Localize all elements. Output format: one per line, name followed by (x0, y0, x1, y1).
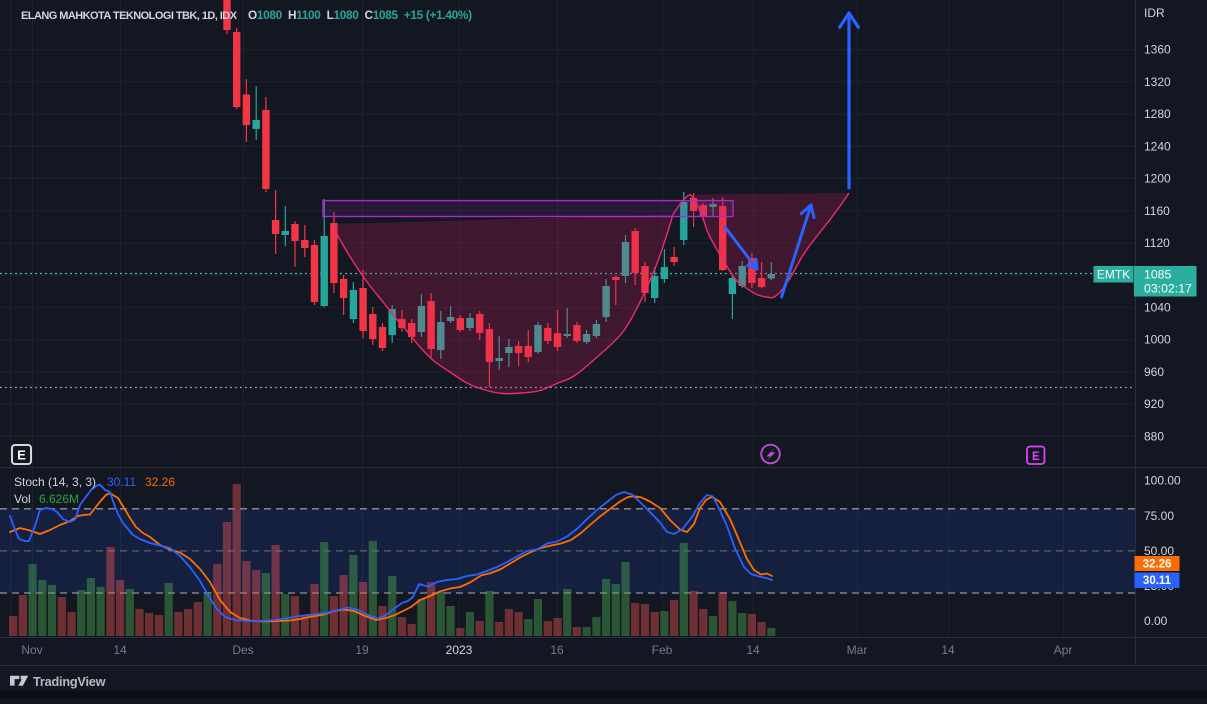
svg-text:1280: 1280 (1144, 107, 1171, 121)
svg-text:2023: 2023 (446, 643, 473, 657)
svg-text:1085: 1085 (1144, 268, 1172, 282)
svg-text:75.00: 75.00 (1144, 509, 1174, 523)
svg-text:Stoch (14, 3, 3): Stoch (14, 3, 3) (14, 475, 96, 489)
svg-text:Feb: Feb (652, 643, 673, 657)
svg-text:E: E (1032, 451, 1040, 463)
svg-text:IDR: IDR (1144, 6, 1165, 20)
svg-text:Mar: Mar (847, 643, 868, 657)
svg-text:EMTK: EMTK (1097, 267, 1130, 281)
svg-text:1000: 1000 (1144, 333, 1171, 347)
svg-text:920: 920 (1144, 397, 1164, 411)
svg-text:6.626M: 6.626M (39, 492, 79, 506)
svg-text:30.11: 30.11 (107, 475, 136, 489)
svg-text:E: E (17, 448, 26, 463)
svg-text:Nov: Nov (21, 643, 42, 657)
svg-text:1240: 1240 (1144, 139, 1171, 153)
svg-text:14: 14 (941, 643, 955, 657)
svg-text:1360: 1360 (1144, 43, 1171, 57)
svg-text:19: 19 (355, 643, 369, 657)
svg-text:Apr: Apr (1054, 643, 1073, 657)
svg-text:960: 960 (1144, 365, 1164, 379)
svg-text:50.00: 50.00 (1144, 544, 1174, 558)
svg-text:16: 16 (550, 643, 564, 657)
svg-text:ELANG MAHKOTA TEKNOLOGI TBK, 1: ELANG MAHKOTA TEKNOLOGI TBK, 1D, IDX (21, 10, 238, 22)
svg-text:Vol: Vol (14, 492, 31, 506)
svg-text:1200: 1200 (1144, 172, 1171, 186)
svg-text:14: 14 (746, 643, 760, 657)
svg-text:880: 880 (1144, 429, 1164, 443)
svg-text:0.00: 0.00 (1144, 614, 1168, 628)
svg-text:30.11: 30.11 (1143, 575, 1172, 587)
svg-text:03:02:17: 03:02:17 (1144, 282, 1192, 296)
svg-text:1040: 1040 (1144, 300, 1171, 314)
svg-text:Des: Des (232, 643, 253, 657)
svg-text:14: 14 (113, 643, 127, 657)
svg-text:1120: 1120 (1144, 236, 1170, 250)
svg-text:1160: 1160 (1144, 204, 1170, 218)
svg-text:TradingView: TradingView (33, 675, 106, 689)
svg-text:100.00: 100.00 (1144, 474, 1181, 488)
svg-text:32.26: 32.26 (145, 475, 175, 489)
svg-text:1320: 1320 (1144, 75, 1171, 89)
svg-text:32.26: 32.26 (1143, 559, 1172, 571)
